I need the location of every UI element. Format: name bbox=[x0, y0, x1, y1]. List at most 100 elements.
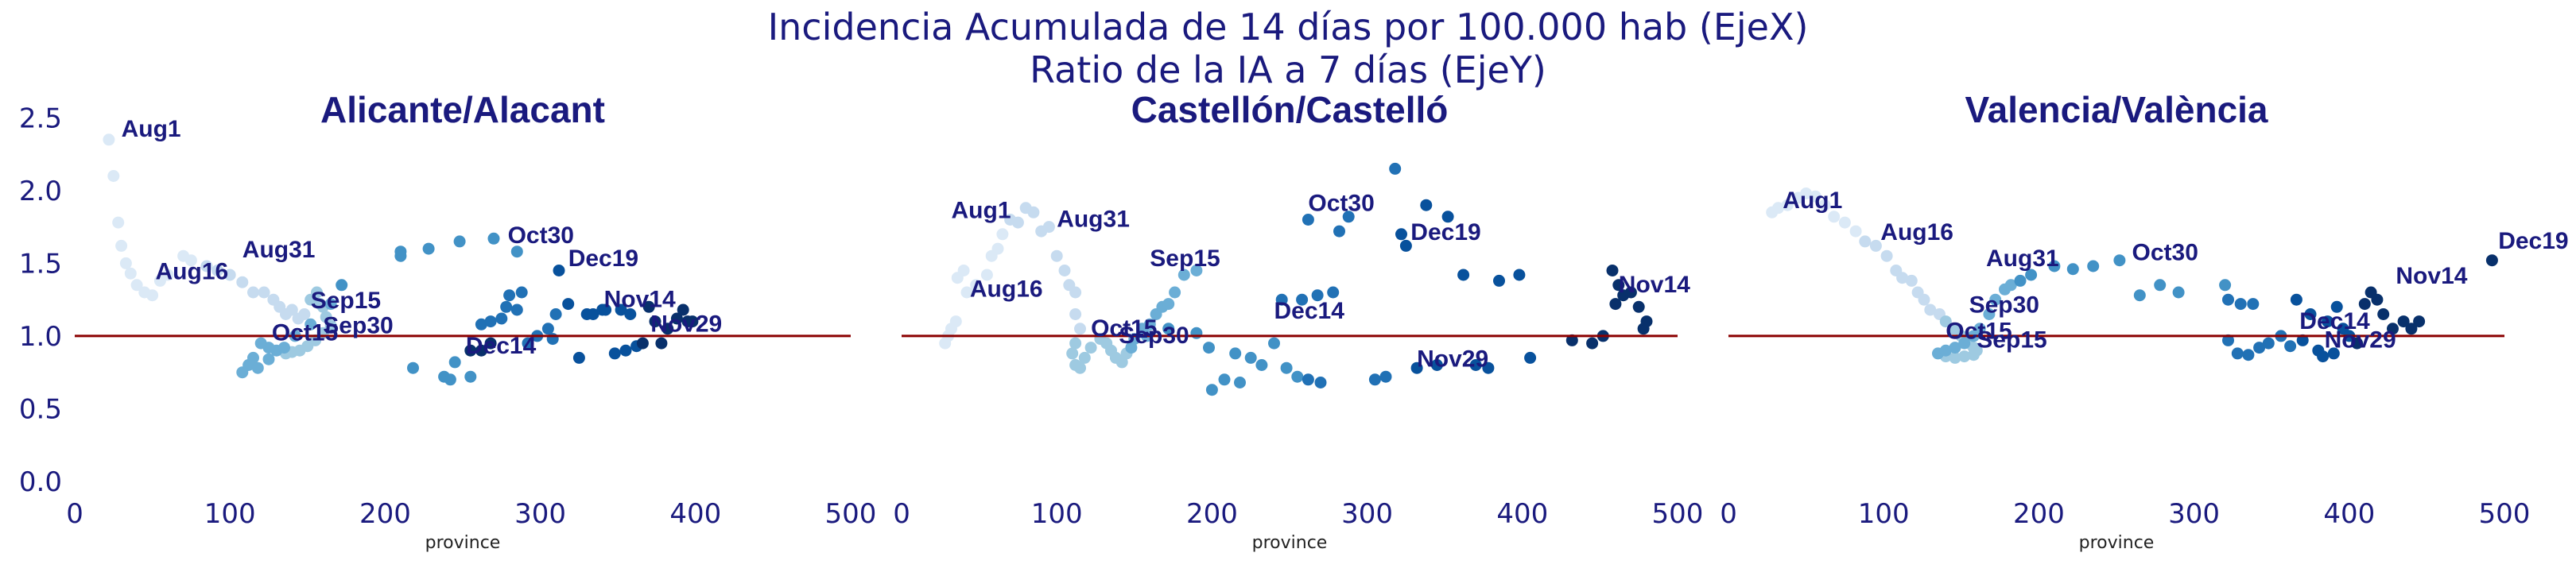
x-tick-label: 0 bbox=[893, 498, 910, 530]
y-tick-label: 2.5 bbox=[19, 102, 62, 134]
data-point bbox=[1918, 293, 1930, 306]
point-annotation: Nov29 bbox=[2325, 327, 2396, 354]
data-point bbox=[1058, 265, 1071, 276]
x-axis-label-valencia: province bbox=[2079, 533, 2155, 553]
point-annotation: Sep30 bbox=[1969, 292, 2039, 319]
data-point bbox=[2133, 289, 2146, 302]
data-point bbox=[320, 311, 332, 323]
data-point bbox=[211, 265, 224, 276]
data-point bbox=[1069, 337, 1082, 350]
y-tick-label: 0.5 bbox=[19, 394, 62, 426]
data-point bbox=[1880, 249, 1893, 262]
point-annotation: Aug1 bbox=[1783, 187, 1842, 214]
data-point bbox=[1800, 187, 1813, 199]
panel-alicante: Alicante/Alacant Aug1 Aug16 Aug31 Sep15Sep3… bbox=[19, 89, 877, 553]
data-point bbox=[1612, 279, 1625, 292]
data-point bbox=[2351, 337, 2364, 350]
data-point bbox=[1859, 235, 1872, 248]
x-tick-label: 500 bbox=[1652, 498, 1704, 530]
data-point bbox=[464, 370, 477, 383]
data-point bbox=[587, 308, 599, 320]
x-axis-label-castellon: province bbox=[1252, 533, 1328, 553]
data-point bbox=[1050, 249, 1063, 262]
data-point bbox=[115, 239, 128, 252]
data-point bbox=[200, 260, 213, 272]
data-point bbox=[677, 303, 689, 316]
data-point bbox=[649, 315, 661, 328]
data-point bbox=[510, 245, 523, 258]
point-annotation: Nov29 bbox=[1417, 346, 1488, 372]
data-point bbox=[285, 303, 298, 316]
point-annotation: Oct15 bbox=[1946, 319, 2012, 345]
figure-title-line2: Ratio de la IA a 7 días (EjeY) bbox=[1030, 48, 1546, 91]
point-annotation: Dec19 bbox=[1410, 219, 1480, 245]
data-point bbox=[1482, 361, 1495, 374]
data-point bbox=[960, 286, 973, 299]
x-tick-label: 200 bbox=[1186, 498, 1238, 530]
points-valencia bbox=[1766, 187, 2498, 364]
data-point bbox=[394, 245, 407, 258]
data-point bbox=[258, 286, 270, 299]
data-point bbox=[484, 315, 497, 328]
data-point bbox=[1296, 293, 1309, 306]
point-annotation: Sep15 bbox=[1977, 327, 2046, 354]
x-tick-label: 100 bbox=[204, 498, 256, 530]
data-point bbox=[1410, 361, 1423, 374]
data-point bbox=[949, 315, 962, 328]
data-point bbox=[2485, 254, 2498, 267]
data-point bbox=[1074, 323, 1086, 335]
panel-title-valencia: Valencia/València bbox=[1965, 89, 2268, 130]
panel-title-alicante: Alicante/Alacant bbox=[320, 89, 605, 130]
point-annotation: Aug1 bbox=[122, 116, 181, 142]
data-point bbox=[615, 303, 627, 316]
data-point bbox=[1190, 265, 1203, 276]
point-annotation: Aug16 bbox=[1880, 219, 1953, 245]
data-point bbox=[464, 344, 477, 357]
data-point bbox=[236, 366, 249, 379]
data-point bbox=[251, 361, 264, 374]
data-point bbox=[146, 289, 159, 302]
data-point bbox=[453, 235, 466, 248]
data-point bbox=[1958, 350, 1971, 363]
data-point bbox=[298, 308, 311, 320]
data-point bbox=[1632, 300, 1645, 313]
data-point bbox=[1469, 359, 1482, 371]
data-point bbox=[444, 373, 456, 386]
data-point bbox=[1949, 342, 1961, 354]
x-ticks-castellon: 0 100 200 300 400 500 bbox=[893, 498, 1703, 530]
data-point bbox=[1967, 349, 1980, 361]
data-point bbox=[1896, 272, 1909, 284]
data-point bbox=[475, 344, 487, 357]
data-point bbox=[1078, 351, 1091, 364]
panel-castellon: Castellón/Castelló Aug1 Aug31 Aug16 Sep15 Oc… bbox=[893, 89, 1703, 553]
data-point bbox=[2327, 347, 2340, 360]
data-point bbox=[336, 279, 348, 292]
data-point bbox=[1838, 216, 1851, 229]
data-point bbox=[2304, 308, 2317, 320]
data-point bbox=[541, 323, 554, 335]
data-point bbox=[2358, 298, 2371, 311]
figure-title-line1: Incidencia Acumulada de 14 días por 100.… bbox=[768, 6, 1809, 48]
point-annotation: Nov14 bbox=[2396, 263, 2467, 289]
data-point bbox=[1441, 211, 1454, 223]
point-annotation: Nov14 bbox=[604, 286, 676, 312]
data-point bbox=[1399, 239, 1412, 252]
x-ticks-valencia: 0 100 200 300 400 500 bbox=[1720, 498, 2530, 530]
point-annotation: Dec14 bbox=[1274, 298, 1345, 324]
data-point bbox=[510, 303, 523, 316]
data-point bbox=[311, 286, 323, 299]
data-point bbox=[2066, 263, 2079, 276]
y-tick-label: 0.0 bbox=[19, 466, 62, 498]
data-point bbox=[1640, 315, 1653, 328]
data-point bbox=[1143, 318, 1156, 330]
data-point bbox=[1162, 323, 1175, 335]
point-annotation: Sep30 bbox=[1119, 323, 1189, 349]
data-point bbox=[991, 242, 1004, 255]
data-point bbox=[1565, 334, 1578, 346]
x-tick-label: 400 bbox=[669, 498, 721, 530]
data-point bbox=[422, 242, 435, 255]
data-point bbox=[1333, 225, 1345, 238]
